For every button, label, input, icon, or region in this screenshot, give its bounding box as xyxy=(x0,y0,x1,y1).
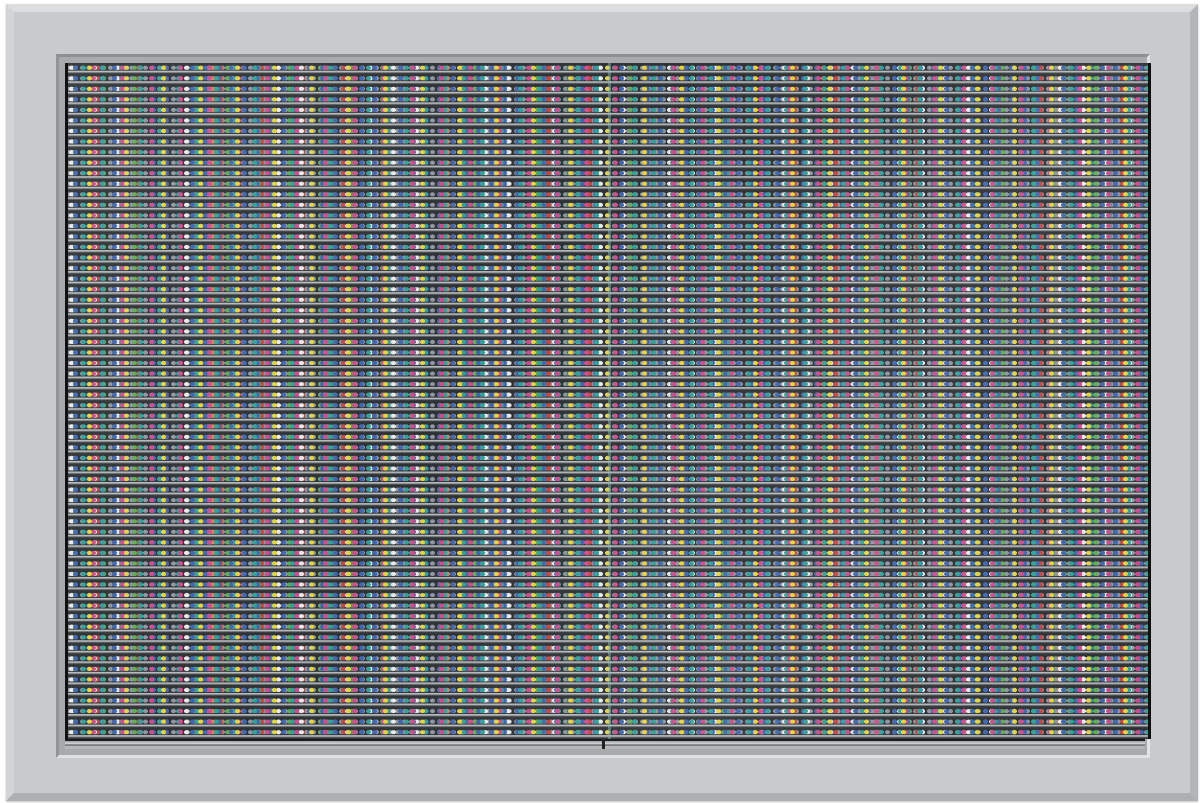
outer-frame xyxy=(6,4,1198,801)
pill-shelves xyxy=(65,63,1151,739)
bottom-rail xyxy=(65,739,1145,749)
inner-frame xyxy=(56,54,1151,758)
rail-join xyxy=(602,739,605,749)
glass-join xyxy=(608,63,611,739)
